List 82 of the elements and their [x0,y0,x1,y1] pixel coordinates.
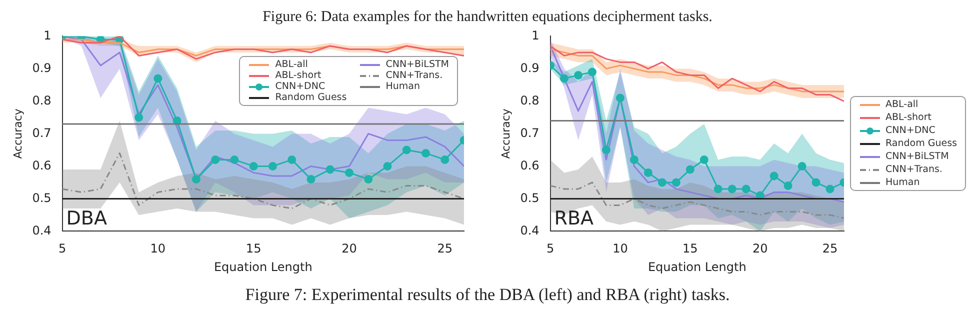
point [326,165,334,174]
x-tick-label: 5 [546,242,554,256]
y-tick-label: 0.7 [520,126,540,140]
legend-label: CNN+Trans. [386,70,443,81]
point [728,184,736,194]
point [770,172,778,180]
point [672,178,680,187]
legend-label: CNN+BiLSTM [386,59,449,70]
line-series [62,152,464,210]
point [421,148,430,158]
point [700,155,708,164]
point [686,165,694,174]
point [798,162,806,170]
point [784,181,792,190]
point [383,162,392,170]
legend-label: CNN+DNC [886,125,936,136]
caption: Figure 7: Experimental results of the DBA (left) and RBA (right) tasks. [244,284,731,306]
x-tick-label: 25 [822,242,838,256]
point [364,174,373,184]
x-tick-label: 5 [58,242,66,256]
point [574,70,583,80]
annotation: DBA [66,208,107,230]
y-tick-label: 0.5 [520,190,540,205]
x-axis-title: Equation Length [648,260,746,274]
point [616,94,624,102]
point [249,162,258,170]
point [560,74,569,83]
y-tick-label: 0.8 [520,93,540,108]
point [602,146,610,154]
point [440,155,450,164]
x-tick-label: 25 [437,242,453,256]
point [211,155,220,164]
point [742,184,750,194]
y-tick-label: 1 [532,28,540,42]
point [630,155,638,164]
x-tick-label: 20 [342,242,357,256]
legend-label: Human [886,177,920,188]
legend-label: CNN+DNC [275,81,326,92]
annotation: RBA [554,208,594,230]
y-tick-label: 0.6 [520,158,540,172]
y-axis-title: Accuracy [499,108,512,159]
y-tick-label: 0.4 [520,223,540,238]
point [644,168,652,177]
caption: Figure 6: Data examples for the handwritten equations decipherment tasks. [262,8,714,26]
legend-label: Random Guess [275,92,347,103]
legend-label: ABL-all [275,59,308,70]
point [230,155,239,164]
point [588,68,596,76]
point [306,174,316,184]
y-tick-label: 0.9 [32,60,52,75]
x-tick-label: 10 [612,242,628,256]
point [714,184,722,194]
x-tick-label: 20 [752,242,768,256]
point [658,178,666,187]
point [402,146,411,154]
y-tick-label: 0.4 [32,223,52,238]
legend-label: ABL-all [886,99,918,110]
x-tick-label: 15 [246,242,262,256]
point [268,162,277,170]
legend-label: CNN+Trans. [886,164,942,175]
point [826,184,834,194]
legend-label: Random Guess [886,138,957,149]
y-tick-label: 0.9 [520,60,540,75]
legend-label: CNN+BiLSTM [886,151,949,162]
y-tick-label: 0.7 [32,126,52,140]
y-axis-title: Accuracy [11,108,24,159]
x-axis-title: Equation Length [214,260,312,274]
y-tick-label: 0.6 [32,158,52,172]
point [344,168,354,177]
legend-label: ABL-short [886,112,932,123]
y-tick-label: 0.8 [32,93,52,108]
x-tick-label: 10 [150,242,166,256]
point [192,174,200,184]
y-tick-label: 1 [44,28,52,42]
point [812,178,820,187]
point [288,155,296,164]
y-tick-label: 0.5 [32,190,52,205]
point [134,113,144,122]
legend-label: ABL-short [275,70,322,81]
x-tick-label: 15 [682,242,698,256]
legend-label: Human [386,81,420,92]
point [154,74,162,83]
